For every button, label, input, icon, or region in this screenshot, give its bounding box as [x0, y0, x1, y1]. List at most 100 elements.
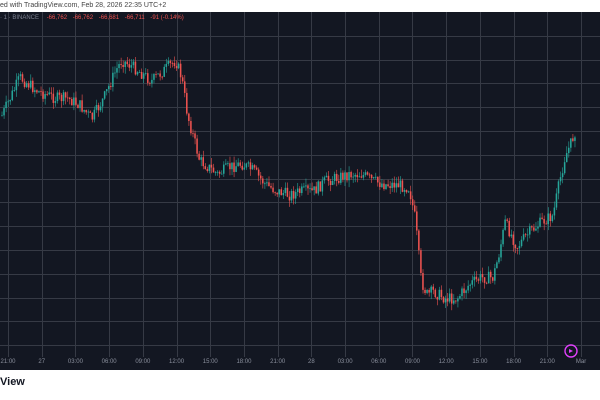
candle	[325, 172, 328, 178]
candle	[422, 269, 424, 294]
candle	[481, 267, 484, 283]
candle	[393, 176, 395, 193]
candle	[549, 210, 552, 227]
candle	[518, 241, 521, 255]
candle	[112, 66, 114, 92]
candle	[19, 71, 22, 81]
candle	[101, 98, 104, 113]
candle	[138, 69, 141, 73]
candle	[75, 91, 77, 107]
time-tick-label: 15:00	[202, 359, 218, 365]
candle	[151, 73, 153, 88]
candle	[446, 292, 449, 307]
candle	[370, 174, 373, 183]
candle	[136, 71, 139, 76]
candle	[528, 223, 531, 239]
candle	[169, 59, 172, 69]
candle	[483, 277, 486, 289]
candle	[457, 296, 459, 308]
candle	[465, 289, 467, 299]
candle	[531, 225, 533, 231]
candle	[307, 183, 309, 195]
candle	[352, 172, 354, 183]
candle	[196, 134, 198, 158]
candle	[83, 109, 85, 114]
candle	[134, 57, 137, 76]
candle	[492, 276, 494, 283]
candle	[274, 191, 276, 196]
candle	[381, 179, 383, 189]
legend-change: -91 (-0.14%)	[150, 15, 184, 21]
chart-panel[interactable]: · 1 · BINANCE -66,762 -66,762 -66,681 -6…	[0, 12, 600, 370]
candle	[391, 178, 393, 192]
candle	[159, 70, 161, 81]
candle	[514, 244, 517, 254]
candle	[432, 283, 435, 295]
candle	[323, 175, 326, 184]
time-axis[interactable]: 21:00 27 03:00 06:00 09:00 12:00 15:00 18:00 21:…	[0, 357, 600, 370]
candle	[87, 109, 90, 118]
candle	[7, 99, 9, 108]
candle	[516, 247, 519, 255]
candle	[522, 228, 525, 242]
candle	[377, 176, 379, 187]
candle	[418, 229, 420, 255]
candle	[362, 171, 365, 181]
time-tick-label: 12:00	[438, 359, 454, 365]
candle	[385, 183, 387, 190]
candle	[46, 91, 48, 97]
candle	[539, 213, 541, 228]
candle	[506, 218, 508, 223]
candle	[319, 181, 322, 192]
candle	[397, 176, 400, 188]
candle	[126, 57, 129, 67]
candle	[372, 176, 375, 180]
candle	[350, 170, 352, 180]
candle	[179, 59, 182, 84]
candle	[251, 162, 254, 170]
candle	[21, 72, 24, 83]
candle	[508, 217, 510, 238]
legend-open: -66,762	[46, 15, 68, 21]
candle	[401, 178, 404, 193]
candle	[500, 239, 502, 262]
candle	[122, 60, 124, 73]
candle	[459, 294, 461, 300]
candle	[329, 178, 332, 192]
candle	[477, 277, 480, 284]
candle	[424, 287, 426, 295]
candle	[64, 91, 67, 105]
candle	[496, 260, 498, 269]
candlestick-chart[interactable]	[0, 12, 600, 357]
candle	[494, 263, 496, 285]
candle	[389, 181, 391, 195]
candle	[167, 57, 170, 66]
candle	[231, 162, 233, 176]
candle	[284, 182, 287, 196]
candle	[212, 163, 215, 173]
candle	[220, 170, 223, 175]
candle	[140, 68, 143, 80]
time-tick-label: 09:00	[135, 359, 151, 365]
candle	[512, 231, 515, 252]
candle	[471, 275, 474, 289]
time-tick-label: 21:00	[539, 359, 555, 365]
candle	[58, 89, 61, 100]
candle	[545, 220, 547, 225]
candle	[216, 170, 219, 176]
tradingview-logo: View	[0, 376, 25, 388]
candle	[282, 189, 285, 199]
candle	[54, 96, 57, 107]
candle	[321, 176, 324, 196]
candle	[405, 189, 408, 194]
candle	[264, 181, 266, 189]
replay-icon[interactable]	[564, 344, 578, 358]
candle	[572, 133, 574, 143]
candle	[270, 183, 272, 190]
candle	[489, 269, 492, 284]
candle	[116, 61, 118, 79]
candle	[557, 179, 560, 200]
candle	[303, 182, 305, 189]
candle	[570, 138, 572, 152]
candle	[383, 179, 385, 191]
